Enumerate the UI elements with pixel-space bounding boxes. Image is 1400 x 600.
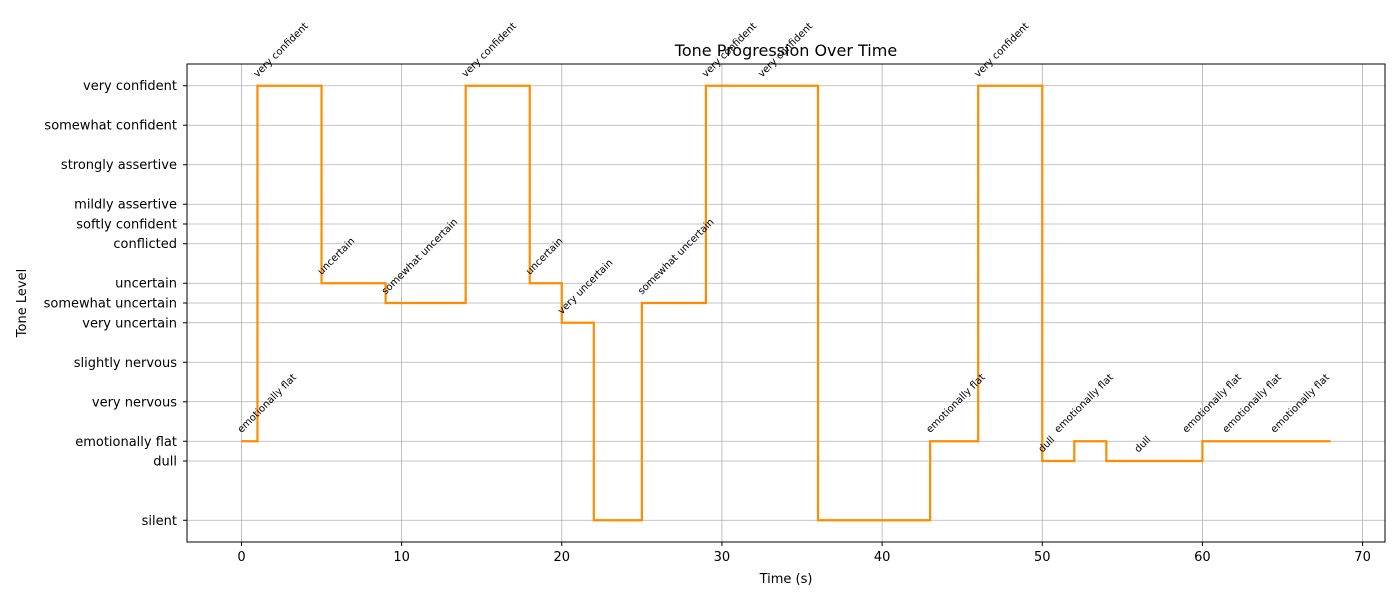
y-tick-label: very uncertain bbox=[82, 316, 177, 331]
y-tick-label: very nervous bbox=[92, 395, 177, 410]
x-tick-label: 40 bbox=[874, 550, 891, 565]
x-axis-ticks: 0 10 20 30 40 50 60 70 bbox=[237, 542, 1371, 565]
y-tick-label: softly confident bbox=[76, 217, 177, 232]
annotation-label: very confident bbox=[460, 21, 519, 80]
annotation-label: very confident bbox=[973, 21, 1032, 80]
chart-title: Tone Progression Over Time bbox=[674, 41, 897, 60]
y-tick-label: conflicted bbox=[113, 237, 177, 252]
x-tick-label: 10 bbox=[393, 550, 410, 565]
y-axis-label: Tone Level bbox=[15, 269, 30, 338]
annotation-label: dull bbox=[1133, 434, 1154, 455]
x-tick-label: 20 bbox=[554, 550, 571, 565]
x-tick-label: 50 bbox=[1034, 550, 1051, 565]
grid bbox=[187, 64, 1385, 542]
annotation-label: dull bbox=[1037, 434, 1058, 455]
series-line bbox=[241, 84, 1331, 522]
y-tick-label: somewhat confident bbox=[44, 119, 177, 134]
y-tick-label: mildly assertive bbox=[74, 198, 177, 213]
annotation-label: very uncertain bbox=[556, 258, 615, 317]
y-tick-label: uncertain bbox=[115, 277, 177, 292]
annotation-label: emotionally flat bbox=[1053, 372, 1116, 435]
series-line-group bbox=[241, 84, 1331, 522]
annotation-label: emotionally flat bbox=[236, 372, 299, 435]
y-tick-label: strongly assertive bbox=[61, 158, 177, 173]
x-tick-label: 0 bbox=[237, 550, 245, 565]
y-tick-label: somewhat uncertain bbox=[44, 297, 177, 312]
annotation-label: somewhat uncertain bbox=[636, 217, 716, 297]
y-tick-label: silent bbox=[142, 514, 177, 529]
annotation-label: very confident bbox=[252, 21, 311, 80]
y-axis-ticks: silent dull emotionally flat very nervous sl… bbox=[44, 79, 187, 529]
y-tick-label: dull bbox=[153, 455, 177, 470]
y-tick-label: very confident bbox=[83, 79, 177, 94]
x-tick-label: 70 bbox=[1354, 550, 1371, 565]
x-tick-label: 30 bbox=[714, 550, 731, 565]
y-tick-label: slightly nervous bbox=[74, 356, 177, 371]
x-tick-label: 60 bbox=[1194, 550, 1211, 565]
y-tick-label: emotionally flat bbox=[75, 435, 177, 450]
annotation-label: somewhat uncertain bbox=[380, 217, 460, 297]
x-axis-label: Time (s) bbox=[759, 572, 813, 587]
